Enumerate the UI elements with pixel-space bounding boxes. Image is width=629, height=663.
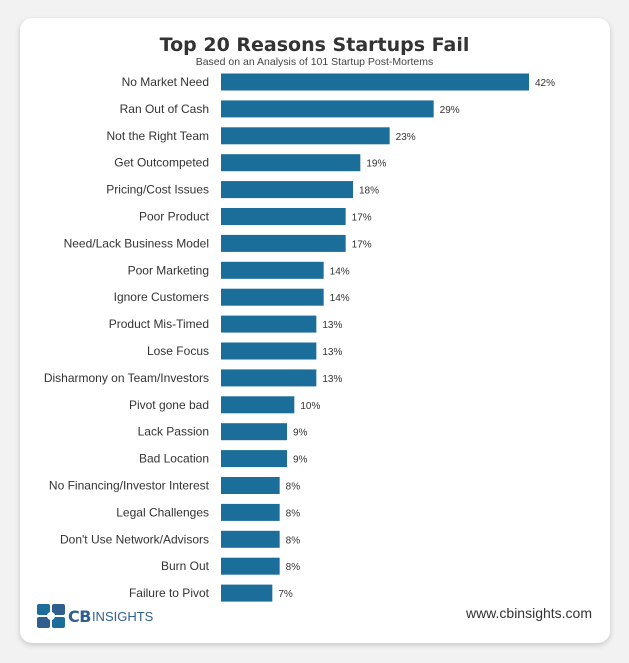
- category-label: Legal Challenges: [116, 505, 209, 519]
- value-label: 29%: [440, 105, 460, 116]
- category-label: Product Mis-Timed: [109, 317, 209, 331]
- value-label: 8%: [286, 508, 301, 519]
- bar: [221, 127, 390, 145]
- logo-text-insights: INSIGHTS: [91, 608, 154, 624]
- bar: [221, 450, 287, 468]
- cb-insights-logo: CB INSIGHTS: [36, 603, 153, 629]
- value-label: 18%: [359, 186, 379, 197]
- bar: [221, 261, 324, 279]
- category-label: No Financing/Investor Interest: [49, 479, 210, 493]
- value-label: 8%: [286, 482, 301, 493]
- category-label: Pricing/Cost Issues: [106, 183, 209, 197]
- category-label: Failure to Pivot: [129, 586, 210, 600]
- bar: [221, 477, 280, 494]
- bar: [221, 315, 317, 333]
- category-label: Ignore Customers: [114, 290, 209, 304]
- category-label: Disharmony on Team/Investors: [44, 371, 209, 385]
- value-label: 14%: [330, 266, 350, 277]
- category-label: No Market Need: [122, 75, 209, 89]
- category-label: Need/Lack Business Model: [64, 236, 209, 250]
- category-label: Burn Out: [161, 559, 210, 573]
- category-label: Pivot gone bad: [129, 398, 209, 412]
- value-label: 13%: [322, 320, 342, 331]
- category-label: Not the Right Team: [107, 129, 210, 143]
- logo-text-cb: CB: [68, 606, 91, 626]
- website-url: www.cbinsights.com: [465, 605, 592, 621]
- value-label: 7%: [278, 589, 293, 600]
- category-label: Poor Product: [139, 210, 210, 224]
- bar: [221, 154, 361, 172]
- chart-subtitle: Based on an Analysis of 101 Startup Post…: [195, 56, 434, 68]
- value-label: 10%: [300, 401, 320, 412]
- bar: [221, 73, 529, 91]
- category-label: Get Outcompeted: [114, 156, 209, 170]
- value-label: 19%: [366, 159, 386, 170]
- category-label: Poor Marketing: [128, 263, 209, 277]
- bar: [221, 369, 317, 387]
- category-label: Don't Use Network/Advisors: [60, 532, 209, 546]
- bar: [221, 181, 353, 199]
- bar: [221, 288, 324, 306]
- value-label: 13%: [322, 374, 342, 385]
- value-label: 17%: [352, 239, 372, 250]
- value-label: 14%: [330, 293, 350, 304]
- cb-insights-logo-icon: [37, 604, 65, 628]
- category-label: Lose Focus: [147, 344, 209, 358]
- bar: [221, 100, 434, 118]
- value-label: 13%: [322, 347, 342, 358]
- value-label: 8%: [286, 535, 301, 546]
- value-label: 42%: [535, 78, 555, 89]
- value-label: 9%: [293, 455, 308, 466]
- bar: [221, 423, 287, 441]
- category-label: Ran Out of Cash: [120, 102, 209, 116]
- value-label: 9%: [293, 428, 308, 439]
- bar: [221, 503, 280, 521]
- bar: [221, 584, 273, 602]
- category-label: Lack Passion: [138, 425, 209, 439]
- bar: [221, 396, 295, 414]
- bar: [221, 234, 346, 252]
- bar: [221, 530, 280, 548]
- chart-title: Top 20 Reasons Startups Fail: [159, 34, 470, 56]
- bar: [221, 208, 346, 225]
- value-label: 8%: [286, 562, 301, 573]
- value-label: 23%: [396, 132, 416, 143]
- bar: [221, 342, 317, 360]
- bar: [221, 557, 280, 575]
- value-label: 17%: [352, 213, 372, 224]
- category-label: Bad Location: [139, 452, 209, 466]
